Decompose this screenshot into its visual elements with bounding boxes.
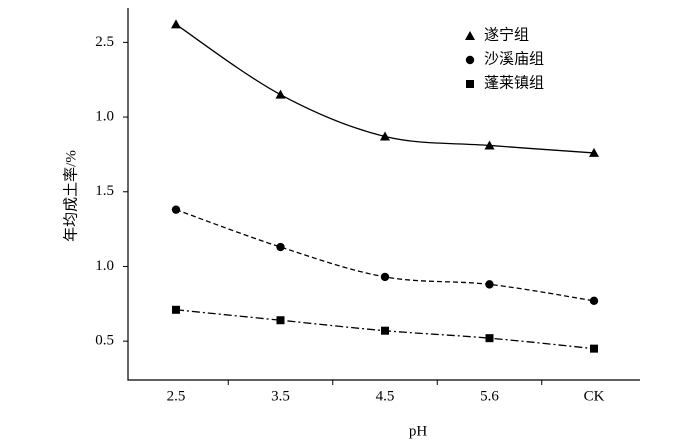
- legend-label: 遂宁组: [484, 26, 529, 43]
- marker: [589, 296, 599, 306]
- marker: [589, 147, 599, 157]
- marker: [465, 31, 475, 40]
- x-tick-label: 4.5: [376, 388, 395, 404]
- x-tick-label: 2.5: [167, 388, 186, 404]
- y-tick-label: 1.5: [95, 183, 114, 199]
- y-axis-label: 年均成土率/%: [62, 150, 79, 242]
- marker: [380, 272, 390, 282]
- y-tick-label: 1.0: [95, 108, 114, 124]
- marker: [172, 305, 180, 314]
- marker: [466, 80, 474, 88]
- marker: [276, 316, 285, 325]
- marker: [465, 55, 475, 65]
- marker: [381, 326, 389, 335]
- marker: [276, 242, 285, 252]
- legend-label: 沙溪庙组: [484, 50, 544, 67]
- marker: [485, 280, 494, 289]
- marker: [484, 140, 495, 150]
- series-line: [175, 209, 595, 302]
- x-axis-label: pH: [409, 423, 428, 439]
- marker: [380, 131, 390, 141]
- axes: [127, 8, 640, 381]
- marker: [485, 334, 494, 343]
- marker: [171, 205, 181, 214]
- y-tick-label: 1.0: [95, 258, 114, 274]
- legend-label: 蓬莱镇组: [484, 74, 544, 91]
- marker: [275, 89, 286, 99]
- x-tick-label: CK: [584, 388, 605, 404]
- y-tick-label: 2.5: [95, 34, 114, 50]
- x-tick-label: 3.5: [271, 388, 290, 404]
- x-tick-label: 5.6: [480, 388, 499, 404]
- y-tick-label: 0.5: [95, 333, 114, 349]
- marker: [590, 344, 598, 353]
- marker: [171, 19, 181, 29]
